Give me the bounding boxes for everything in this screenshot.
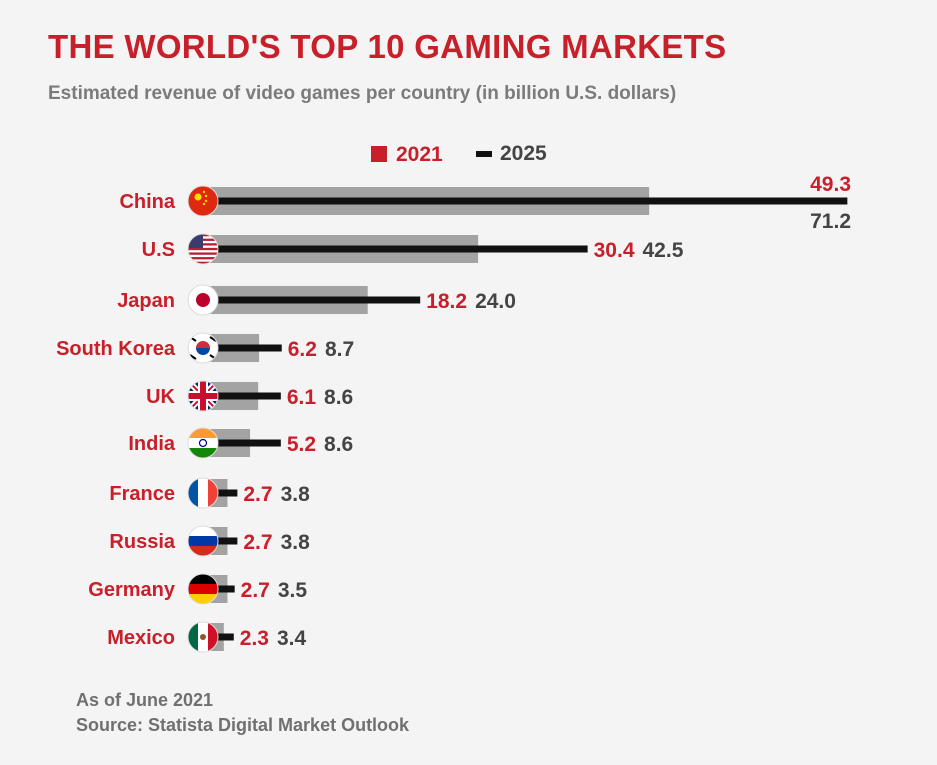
- value-label-2021: 6.2: [288, 338, 317, 361]
- china-flag-icon: [187, 185, 219, 217]
- india-flag-icon: [187, 427, 219, 459]
- category-label: UK: [146, 386, 175, 408]
- line-2025: [203, 537, 238, 545]
- south-korea-flag-icon: [187, 332, 219, 364]
- legend-label-2025: 2025: [500, 142, 547, 165]
- germany-flag-icon: [187, 573, 219, 605]
- category-label: Japan: [117, 290, 175, 312]
- line-2025: [203, 392, 281, 400]
- category-label: Germany: [88, 579, 176, 601]
- line-2025: [203, 585, 235, 593]
- category-label: South Korea: [56, 338, 176, 360]
- footer-source: Source: Statista Digital Market Outlook: [76, 715, 410, 735]
- russia-flag-icon: [187, 525, 219, 557]
- value-label-2025: 8.6: [324, 386, 353, 409]
- value-label-2021: 2.7: [243, 531, 272, 554]
- line-2025: [203, 344, 282, 352]
- value-label-2021: 2.7: [241, 579, 270, 602]
- value-label-2025: 24.0: [475, 290, 516, 313]
- value-label-2021: 2.7: [243, 483, 272, 506]
- value-label-2021: 30.4: [594, 239, 635, 262]
- value-label-2021: 5.2: [287, 433, 316, 456]
- value-label-2025: 8.7: [325, 338, 354, 361]
- line-2025: [203, 245, 588, 253]
- value-label-2025: 3.8: [281, 483, 311, 506]
- value-label-2021: 6.1: [287, 386, 317, 409]
- category-label: U.S: [142, 239, 175, 261]
- chart-title: THE WORLD'S TOP 10 GAMING MARKETS: [48, 28, 727, 65]
- legend-label-2021: 2021: [396, 143, 443, 166]
- category-label: China: [119, 191, 175, 213]
- mexico-flag-icon: [187, 621, 219, 653]
- line-2025: [203, 296, 421, 304]
- chart-subtitle: Estimated revenue of video games per cou…: [48, 83, 677, 104]
- value-label-2021: 49.3: [810, 173, 851, 196]
- legend-swatch-2025: [476, 151, 492, 157]
- category-label: Russia: [109, 531, 175, 553]
- value-label-2025: 42.5: [643, 239, 684, 262]
- category-label: Mexico: [107, 627, 175, 649]
- category-label: France: [109, 483, 175, 505]
- value-label-2025: 3.5: [278, 579, 308, 602]
- us-flag-icon: [187, 233, 219, 265]
- line-2025: [203, 439, 281, 447]
- value-label-2021: 2.3: [240, 627, 269, 650]
- value-label-2025: 3.4: [277, 627, 307, 650]
- line-2025: [203, 197, 848, 205]
- category-label: India: [128, 433, 176, 455]
- value-label-2021: 18.2: [426, 290, 467, 313]
- france-flag-icon: [187, 477, 219, 509]
- value-label-2025: 8.6: [324, 433, 353, 456]
- value-label-2025: 3.8: [281, 531, 311, 554]
- legend-swatch-2021: [371, 146, 387, 162]
- uk-flag-icon: [187, 380, 219, 412]
- footer-note: As of June 2021: [76, 690, 214, 710]
- japan-flag-icon: [187, 284, 219, 316]
- line-2025: [203, 489, 238, 497]
- value-label-2025: 71.2: [810, 210, 851, 233]
